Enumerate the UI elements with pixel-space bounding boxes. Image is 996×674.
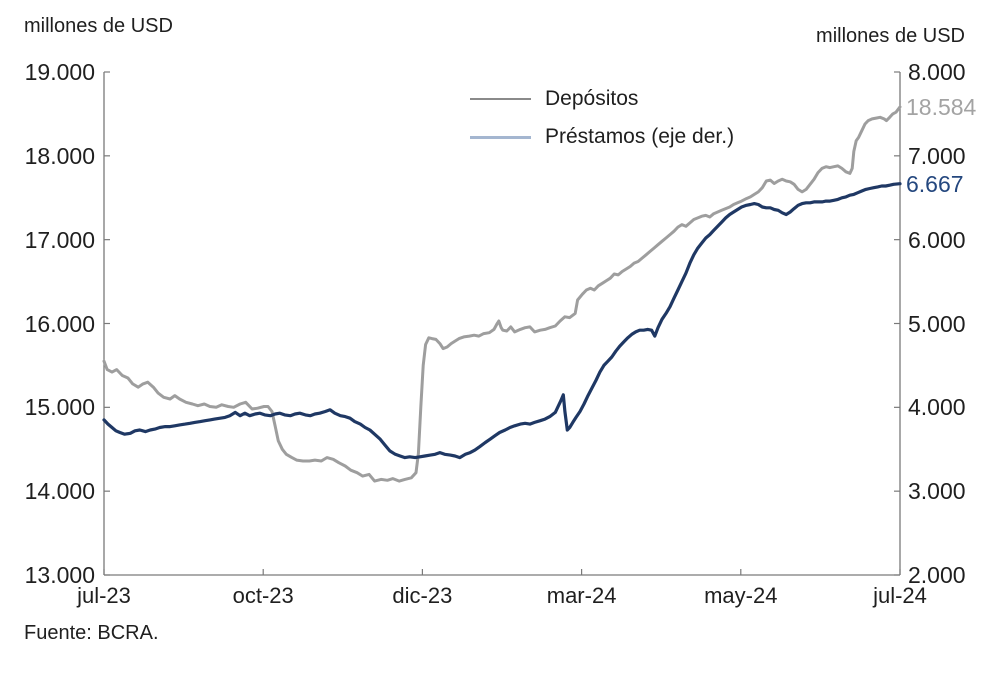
y-axis-tick-label: 5.000: [908, 310, 966, 337]
source-note: Fuente: BCRA.: [24, 622, 159, 644]
y-axis-tick-label: 2.000: [908, 562, 966, 588]
x-axis-tick-label: jul-24: [873, 583, 927, 608]
x-axis-tick-label: jul-23: [77, 583, 131, 608]
y-axis-tick-label: 6.000: [908, 226, 966, 253]
depositos-line-swatch: [470, 98, 531, 100]
legend-label-prestamos: Préstamos (eje der.): [545, 125, 735, 148]
y-axis-tick-label: 7.000: [908, 142, 966, 169]
y-axis-tick-label: 3.000: [908, 478, 966, 505]
legend-label-depositos: Depósitos: [545, 87, 639, 110]
y-axis-tick-label: 17.000: [24, 226, 95, 253]
y-axis-tick-label: 4.000: [908, 394, 966, 421]
y-axis-tick-label: 13.000: [24, 562, 95, 588]
y-axis-tick-label: 16.000: [24, 310, 95, 337]
left-axis-title: millones de USD: [24, 15, 173, 37]
x-axis-tick-label: oct-23: [232, 583, 294, 608]
y-axis-tick-label: 8.000: [908, 59, 966, 85]
depositos-end-value-label: 18.584: [906, 93, 977, 120]
y-axis-tick-label: 14.000: [24, 478, 95, 505]
x-axis-tick-label: mar-24: [546, 583, 617, 608]
series-line-0: [102, 105, 902, 483]
prestamos-line-swatch: [470, 135, 531, 139]
x-axis-tick-label: dic-23: [392, 583, 453, 608]
x-axis-tick-label: may-24: [704, 583, 778, 608]
right-axis-title: millones de USD: [816, 25, 965, 47]
series-line-1: [102, 182, 902, 460]
prestamos-end-value-label: 6.667: [906, 170, 964, 197]
legend-item-prestamos: Préstamos (eje der.): [470, 124, 734, 150]
y-axis-tick-label: 18.000: [24, 142, 95, 169]
legend-item-depositos: Depósitos: [470, 86, 734, 112]
y-axis-tick-label: 15.000: [24, 394, 95, 421]
y-axis-tick-label: 19.000: [24, 59, 95, 85]
legend: Depósitos Préstamos (eje der.): [470, 86, 734, 162]
